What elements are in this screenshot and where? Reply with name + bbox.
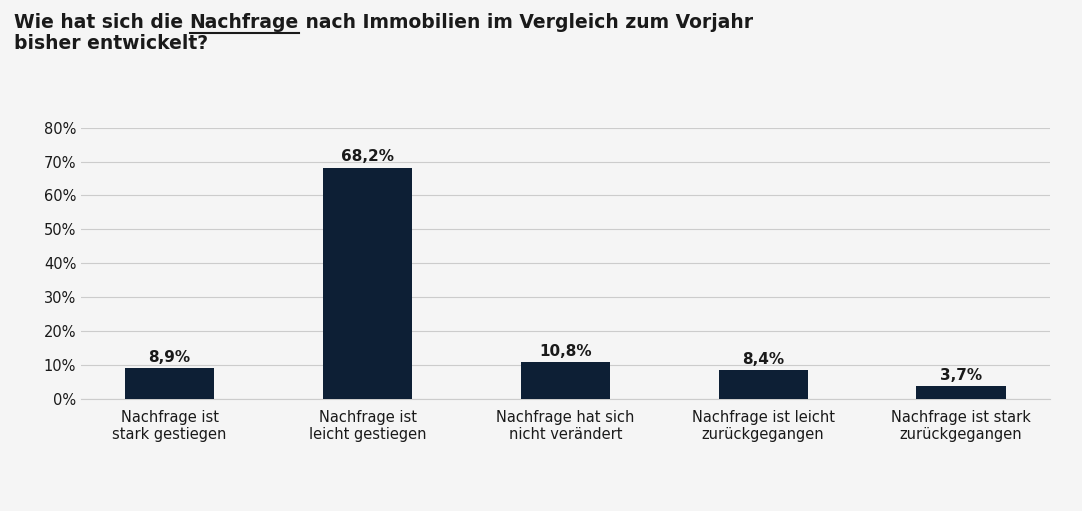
Text: Nachfrage: Nachfrage xyxy=(189,13,299,32)
Text: bisher entwickelt?: bisher entwickelt? xyxy=(14,34,208,53)
Bar xyxy=(324,168,412,399)
Bar xyxy=(126,368,214,399)
Text: 10,8%: 10,8% xyxy=(539,343,592,359)
Bar xyxy=(520,362,610,399)
Bar xyxy=(916,386,1005,399)
Bar xyxy=(718,370,807,399)
Text: Wie hat sich die: Wie hat sich die xyxy=(14,13,189,32)
Text: 8,4%: 8,4% xyxy=(742,352,784,367)
Text: nach Immobilien im Vergleich zum Vorjahr: nach Immobilien im Vergleich zum Vorjahr xyxy=(299,13,753,32)
Text: 68,2%: 68,2% xyxy=(341,149,394,165)
Text: 3,7%: 3,7% xyxy=(940,368,982,383)
Text: 8,9%: 8,9% xyxy=(148,350,190,365)
